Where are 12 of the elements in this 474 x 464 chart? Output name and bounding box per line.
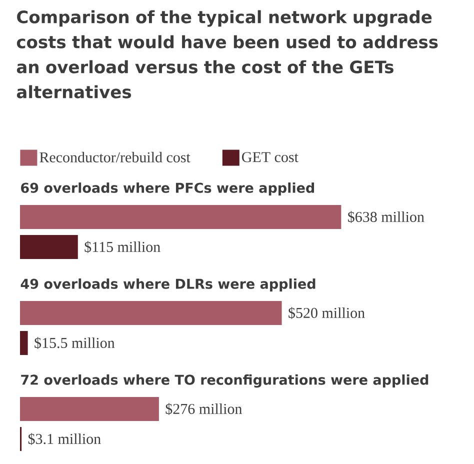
legend-label: Reconductor/rebuild cost <box>40 152 190 162</box>
data-label: $520 million <box>288 307 365 320</box>
data-label: $638 million <box>348 211 424 224</box>
y-tick-label: 49 overloads where DLRs were applied <box>20 278 316 292</box>
y-tick-label: 72 overloads where TO reconfigurations were applied <box>21 374 428 388</box>
data-label: $15.5 million <box>34 337 115 350</box>
data-label: $3.1 million <box>28 433 101 446</box>
data-label: $115 million <box>84 241 160 254</box>
y-tick-label: 69 overloads where PFCs were applied <box>21 182 314 196</box>
legend-label: GET cost <box>242 152 298 162</box>
chart-title: Comparison of the typical network upgrade costs that would have been used to address an overload versus the cost of the GETs alternatives <box>16 10 438 98</box>
data-label: $276 million <box>166 403 242 416</box>
